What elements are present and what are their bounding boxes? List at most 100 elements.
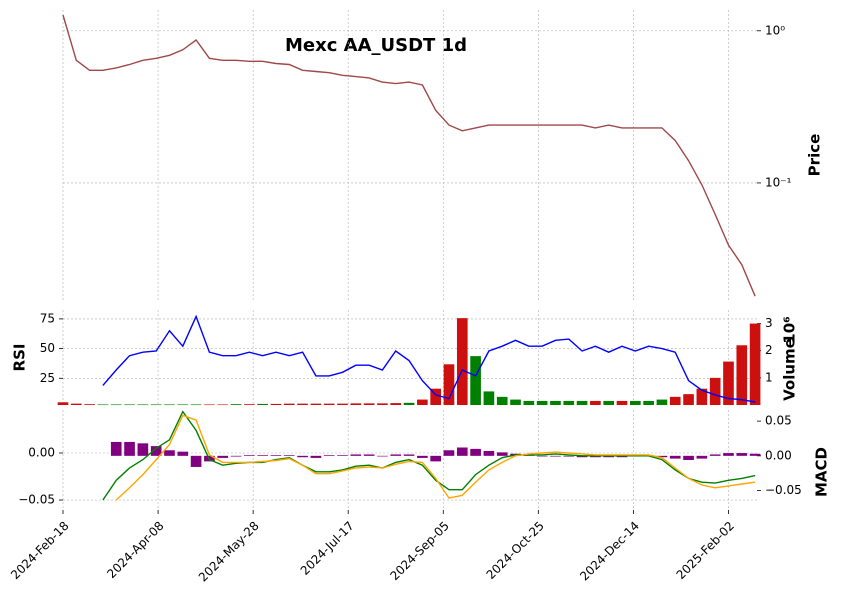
bar	[323, 403, 335, 405]
bar	[430, 388, 441, 405]
bar	[110, 404, 122, 406]
x-tick-label: 2024-May-28	[196, 519, 262, 585]
y2-axis-label: Volume	[781, 338, 799, 401]
x-tick-label: 2024-Dec-14	[577, 519, 642, 584]
bar	[656, 455, 668, 458]
bar	[456, 447, 468, 456]
bar	[310, 403, 322, 405]
bar	[97, 404, 109, 406]
bar	[603, 400, 615, 405]
bar	[350, 454, 362, 456]
y-tick-label: 25	[40, 371, 55, 385]
y-tick-label: 0.00	[28, 445, 55, 459]
bar	[536, 455, 548, 457]
bar	[297, 403, 308, 405]
x-tick-label: 2024-Oct-25	[484, 519, 547, 582]
bar	[244, 455, 255, 456]
y2-tick-label: 2	[765, 343, 773, 357]
bar	[230, 404, 242, 405]
bar	[310, 455, 322, 458]
bar	[257, 455, 268, 456]
bar	[483, 450, 495, 456]
x-tick-label: 2024-Sep-05	[387, 519, 451, 583]
line	[102, 410, 756, 501]
bar	[150, 404, 162, 406]
y-axis-label: RSI	[11, 344, 29, 372]
bar	[230, 455, 242, 457]
bar	[217, 404, 229, 406]
x-tick-label: 2024-Jul-17	[298, 519, 357, 578]
bar	[563, 400, 575, 405]
bar	[550, 455, 561, 457]
bar	[523, 400, 535, 405]
bar	[390, 403, 402, 405]
bar	[177, 451, 189, 456]
y-tick-label: −0.05	[18, 493, 55, 507]
bar	[137, 404, 149, 406]
bar	[709, 377, 721, 405]
bar	[603, 455, 615, 458]
bar	[337, 455, 348, 456]
bar	[270, 403, 282, 405]
y2-offset-label: 10⁶	[781, 316, 799, 343]
bar	[337, 403, 348, 405]
y2-tick-label: 1	[765, 370, 773, 384]
bar	[190, 455, 202, 467]
bar	[417, 399, 428, 405]
bar	[643, 400, 654, 405]
bar	[510, 399, 521, 405]
bar	[749, 323, 761, 405]
bar	[217, 455, 229, 458]
bar	[124, 404, 135, 406]
x-tick-label: 2024-Feb-18	[8, 519, 71, 582]
bar	[204, 404, 215, 406]
line	[115, 414, 756, 501]
bar	[669, 455, 681, 459]
y2-tick-label: 0.00	[765, 448, 792, 462]
bar	[323, 455, 335, 456]
bar	[244, 404, 255, 405]
bar	[110, 441, 122, 456]
bar	[164, 404, 175, 406]
bar	[283, 403, 295, 405]
bar	[696, 388, 708, 405]
bar	[590, 455, 601, 458]
bar	[430, 455, 441, 462]
y2-axis-label: MACD	[813, 447, 831, 497]
bar	[749, 453, 761, 456]
bar	[164, 450, 175, 456]
bar	[70, 403, 82, 405]
bar	[470, 448, 481, 456]
bar	[723, 361, 734, 405]
bar	[683, 455, 694, 460]
y-tick-label: 75	[40, 311, 55, 325]
bar	[350, 403, 362, 405]
bar	[270, 455, 282, 456]
bar	[363, 403, 375, 405]
bar	[150, 446, 162, 456]
bar	[629, 400, 641, 405]
line	[102, 314, 756, 403]
bar	[483, 391, 495, 405]
x-tick-label: 2024-Apr-08	[104, 519, 166, 581]
bar	[57, 402, 69, 405]
bar	[736, 453, 748, 456]
line	[62, 14, 756, 297]
bar	[656, 399, 668, 405]
bar	[417, 455, 428, 458]
bar	[563, 455, 575, 457]
bar	[496, 396, 508, 405]
bar	[470, 356, 481, 405]
bar	[550, 400, 561, 405]
y-tick-label: 50	[40, 341, 55, 355]
bar	[736, 345, 748, 405]
y-axis-label: Price	[806, 134, 824, 177]
y-tick-label: 10⁻¹	[765, 175, 792, 189]
bar	[456, 318, 468, 405]
bar	[403, 402, 415, 405]
y2-tick-label: −0.05	[765, 483, 802, 497]
bar	[576, 400, 588, 405]
bar	[443, 450, 455, 456]
bar	[363, 454, 375, 456]
